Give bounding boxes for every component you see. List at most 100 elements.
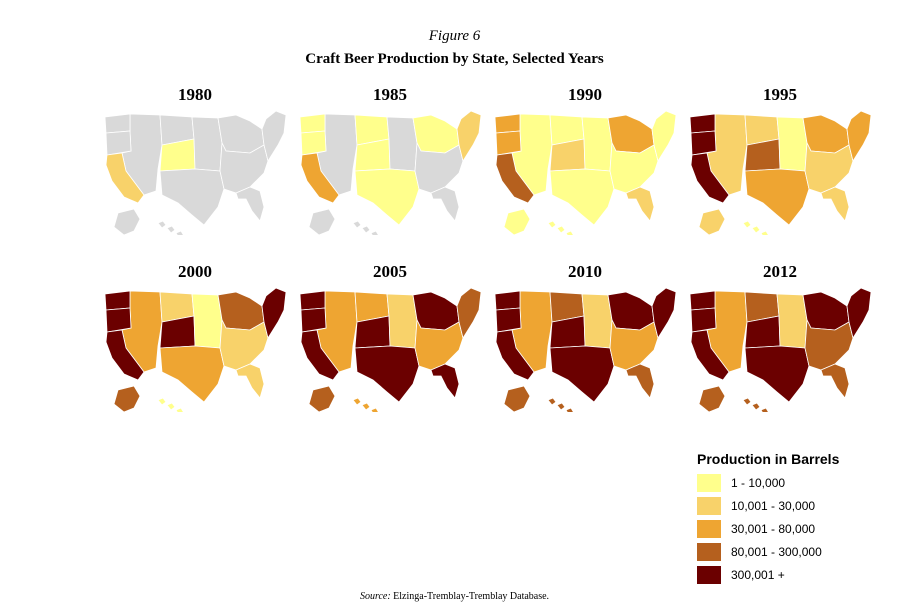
region-ca bbox=[690, 329, 730, 381]
region-ak bbox=[698, 208, 726, 235]
region-or bbox=[495, 307, 522, 333]
legend-swatch bbox=[697, 496, 721, 515]
region-ak bbox=[503, 385, 531, 412]
region-fl bbox=[430, 363, 460, 399]
region-or bbox=[300, 130, 327, 156]
region-south bbox=[414, 141, 464, 194]
figure-label: Figure 6 bbox=[428, 28, 481, 44]
panel-year: 1990 bbox=[568, 85, 602, 104]
region-ne bbox=[261, 287, 287, 340]
region-ak bbox=[698, 385, 726, 412]
region-or bbox=[690, 307, 717, 333]
region-ne bbox=[846, 287, 872, 340]
us-map bbox=[689, 287, 872, 412]
panel-year: 2005 bbox=[373, 262, 407, 281]
region-mw bbox=[802, 114, 850, 154]
region-hi bbox=[547, 220, 574, 235]
region-wa bbox=[299, 290, 326, 311]
region-mw bbox=[802, 291, 850, 331]
region-fl bbox=[820, 186, 850, 222]
region-south bbox=[414, 318, 464, 371]
region-hi bbox=[547, 397, 574, 412]
legend-swatch bbox=[697, 542, 721, 561]
region-fl bbox=[625, 186, 655, 222]
map-panel: 1980 bbox=[100, 85, 290, 235]
region-fl bbox=[820, 363, 850, 399]
region-wa bbox=[299, 113, 326, 134]
us-map bbox=[299, 287, 482, 412]
legend-item: 30,001 - 80,000 bbox=[697, 517, 887, 540]
region-ca bbox=[495, 329, 535, 381]
legend-swatch bbox=[697, 519, 721, 538]
region-ak bbox=[308, 385, 336, 412]
region-ca bbox=[690, 152, 730, 204]
region-tx bbox=[549, 168, 615, 226]
region-fl bbox=[235, 186, 265, 222]
region-plains bbox=[386, 116, 418, 172]
region-hi bbox=[157, 397, 184, 412]
region-south bbox=[804, 141, 854, 194]
region-ca bbox=[300, 329, 340, 381]
map-panel: 1990 bbox=[490, 85, 680, 235]
map-panel: 2012 bbox=[685, 262, 875, 412]
region-fl bbox=[625, 363, 655, 399]
map-panel: 1995 bbox=[685, 85, 875, 235]
region-ak bbox=[503, 208, 531, 235]
region-ne bbox=[651, 287, 677, 340]
us-map bbox=[689, 110, 872, 235]
region-plains bbox=[191, 116, 223, 172]
map-panel: 2010 bbox=[490, 262, 680, 412]
source-note: Source: Elzinga-Tremblay-Tremblay Databa… bbox=[0, 591, 909, 602]
region-tx bbox=[159, 168, 225, 226]
us-map bbox=[299, 110, 482, 235]
figure-title: Craft Beer Production by State, Selected… bbox=[305, 51, 604, 67]
legend-swatch bbox=[697, 565, 721, 584]
region-ca bbox=[105, 329, 145, 381]
region-wa bbox=[689, 113, 716, 134]
region-fl bbox=[235, 363, 265, 399]
region-south bbox=[609, 141, 659, 194]
legend: Production in Barrels 1 - 10,000 10,001 -… bbox=[697, 451, 887, 586]
map-panel: 1985 bbox=[295, 85, 485, 235]
region-mw bbox=[607, 114, 655, 154]
panel-year: 2000 bbox=[178, 262, 212, 281]
region-tx bbox=[354, 345, 420, 403]
map-panel: 2005 bbox=[295, 262, 485, 412]
region-or bbox=[105, 307, 132, 333]
region-hi bbox=[352, 397, 379, 412]
us-map bbox=[104, 110, 287, 235]
region-ne bbox=[456, 110, 482, 163]
legend-items: 1 - 10,000 10,001 - 30,000 30,001 - 80,000… bbox=[697, 471, 887, 586]
legend-label: 10,001 - 30,000 bbox=[731, 498, 816, 513]
region-south bbox=[609, 318, 659, 371]
region-plains bbox=[776, 116, 808, 172]
region-plains bbox=[581, 293, 613, 349]
legend-label: 300,001 + bbox=[731, 567, 785, 582]
region-south bbox=[219, 318, 269, 371]
panel-year: 2012 bbox=[763, 262, 797, 281]
legend-item: 10,001 - 30,000 bbox=[697, 494, 887, 517]
legend-label: 80,001 - 300,000 bbox=[731, 544, 822, 559]
region-south bbox=[219, 141, 269, 194]
panel-year: 1995 bbox=[763, 85, 797, 104]
region-hi bbox=[352, 220, 379, 235]
region-tx bbox=[744, 168, 810, 226]
region-plains bbox=[776, 293, 808, 349]
legend-title: Production in Barrels bbox=[697, 451, 840, 467]
region-ne bbox=[456, 287, 482, 340]
source-text: Elzinga-Tremblay-Tremblay Database. bbox=[393, 591, 550, 602]
region-ca bbox=[105, 152, 145, 204]
panel-year: 1985 bbox=[373, 85, 407, 104]
region-plains bbox=[581, 116, 613, 172]
panel-year: 1980 bbox=[178, 85, 212, 104]
region-tx bbox=[354, 168, 420, 226]
region-mw bbox=[412, 291, 460, 331]
us-map bbox=[104, 287, 287, 412]
region-ak bbox=[113, 385, 141, 412]
region-hi bbox=[742, 220, 769, 235]
region-mw bbox=[607, 291, 655, 331]
region-tx bbox=[159, 345, 225, 403]
region-hi bbox=[742, 397, 769, 412]
region-or bbox=[690, 130, 717, 156]
region-south bbox=[804, 318, 854, 371]
